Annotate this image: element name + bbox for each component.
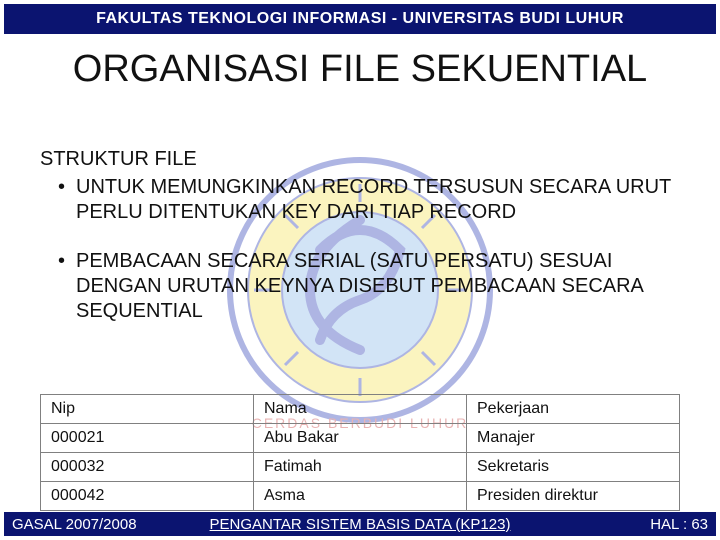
- table-header-row: Nip Nama Pekerjaan: [41, 395, 680, 424]
- header-bar: FAKULTAS TEKNOLOGI INFORMASI - UNIVERSIT…: [4, 4, 716, 34]
- table-row: 000032 Fatimah Sekretaris: [41, 453, 680, 482]
- slide: FAKULTAS TEKNOLOGI INFORMASI - UNIVERSIT…: [0, 0, 720, 540]
- bullet-list: UNTUK MEMUNGKINKAN RECORD TERSUSUN SECAR…: [40, 175, 680, 324]
- table-cell: Sekretaris: [467, 453, 680, 482]
- bullet-item: PEMBACAAN SECARA SERIAL (SATU PERSATU) S…: [58, 249, 680, 324]
- table-cell: Asma: [254, 482, 467, 511]
- footer-bar: GASAL 2007/2008 PENGANTAR SISTEM BASIS D…: [4, 512, 716, 536]
- subheading: STRUKTUR FILE: [40, 148, 680, 171]
- table-cell: Fatimah: [254, 453, 467, 482]
- table-cell: Abu Bakar: [254, 424, 467, 453]
- data-table-wrap: Nip Nama Pekerjaan 000021 Abu Bakar Mana…: [40, 394, 680, 511]
- table-row: 000042 Asma Presiden direktur: [41, 482, 680, 511]
- table-cell: 000032: [41, 453, 254, 482]
- data-table: Nip Nama Pekerjaan 000021 Abu Bakar Mana…: [40, 394, 680, 511]
- table-column-header: Nip: [41, 395, 254, 424]
- table-row: 000021 Abu Bakar Manajer: [41, 424, 680, 453]
- table-cell: 000042: [41, 482, 254, 511]
- table-cell: Presiden direktur: [467, 482, 680, 511]
- content-block: STRUKTUR FILE UNTUK MEMUNGKINKAN RECORD …: [40, 148, 680, 348]
- footer-left: GASAL 2007/2008: [12, 516, 137, 533]
- slide-title: ORGANISASI FILE SEKUENTIAL: [0, 48, 720, 91]
- table-column-header: Nama: [254, 395, 467, 424]
- table-column-header: Pekerjaan: [467, 395, 680, 424]
- footer-right: HAL : 63: [650, 516, 708, 533]
- table-cell: Manajer: [467, 424, 680, 453]
- bullet-item: UNTUK MEMUNGKINKAN RECORD TERSUSUN SECAR…: [58, 175, 680, 225]
- header-text: FAKULTAS TEKNOLOGI INFORMASI - UNIVERSIT…: [96, 10, 624, 28]
- table-cell: 000021: [41, 424, 254, 453]
